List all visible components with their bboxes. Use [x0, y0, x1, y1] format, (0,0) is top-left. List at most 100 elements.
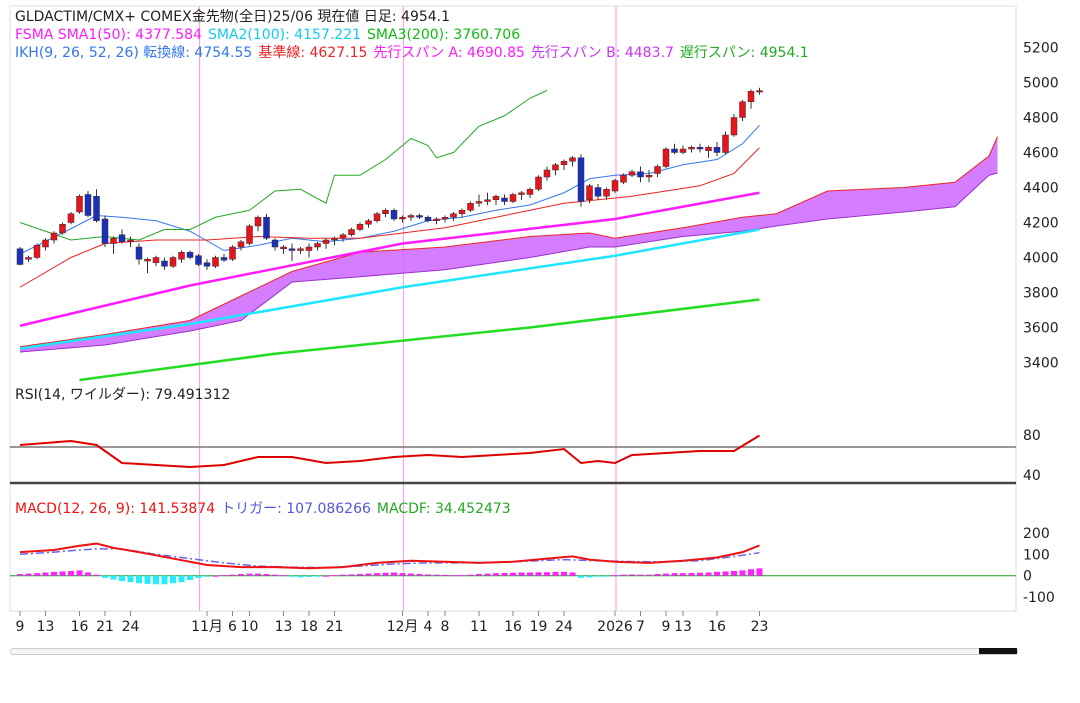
spanB-legend: 先行スパン B: 4483.7 — [531, 45, 674, 61]
scrollbar-thumb[interactable] — [979, 648, 1017, 654]
macdf-bar — [714, 571, 720, 576]
date-axis: 9 13 16 21 24 11月 6 10 13 18 21 12月 4 8 11 16 19 24 2026 7 9… — [16, 611, 769, 635]
macdf-bar — [391, 572, 397, 576]
candle-up — [688, 147, 695, 150]
candle-up — [475, 201, 483, 204]
candle-down — [93, 196, 100, 221]
candle-down — [195, 255, 202, 265]
price-tick-label: 3400 — [1023, 356, 1059, 372]
rsi-line — [19, 434, 761, 469]
candle-up — [399, 217, 406, 220]
date-label: 16 — [504, 619, 522, 635]
candle-down — [263, 217, 270, 239]
macdf-bar — [255, 573, 261, 576]
date-label: 2026 — [597, 619, 633, 635]
macdf-bar — [297, 575, 304, 578]
macdf-bar — [289, 575, 295, 577]
macdf-bar — [323, 575, 329, 577]
macdf-bar — [722, 571, 729, 576]
date-label: 24 — [122, 619, 140, 635]
macdf-bar — [612, 575, 618, 577]
candle-down — [424, 217, 432, 221]
macdf-bar — [535, 572, 542, 576]
candle-up — [552, 164, 559, 171]
date-label: 10 — [241, 619, 259, 635]
candle-up — [237, 241, 245, 248]
kijun-legend: 基準線: 4627.15 — [258, 44, 367, 61]
macdf-bar — [518, 572, 525, 576]
rsi-tick-label: 80 — [1023, 428, 1041, 444]
macdf-bar — [467, 574, 474, 576]
candle-up — [543, 169, 551, 178]
macdf-bar — [552, 571, 559, 576]
candle-up — [76, 196, 83, 213]
candle-up — [229, 246, 236, 260]
candle-down — [696, 147, 704, 150]
macd-legend: MACD(12, 26, 9): 141.53874 トリガー: 107.0862… — [15, 501, 511, 517]
candle-down — [501, 197, 508, 202]
macdf-bar — [238, 574, 244, 576]
candle-up — [705, 147, 712, 151]
candle-up — [50, 232, 58, 241]
date-label: 21 — [326, 619, 344, 635]
date-label: 13 — [275, 619, 293, 635]
macdf-bar — [408, 573, 414, 576]
candle-up — [356, 224, 364, 230]
candle-down — [577, 157, 585, 202]
macdf-bar — [671, 573, 678, 576]
macdf-bar — [705, 572, 712, 576]
macdf-bar — [731, 571, 737, 576]
macdf-bar — [510, 572, 516, 576]
date-label: 23 — [751, 619, 769, 635]
candle-up — [42, 239, 49, 248]
sma1-legend: SMA1(50): 4377.584 — [58, 27, 202, 43]
macdf-bar — [119, 575, 125, 582]
macd-axis: -100 0 100 200 — [1023, 526, 1055, 606]
price-axis: 3400 3600 3800 4000 4200 4400 4600 4800 5000 5200 — [1023, 41, 1059, 372]
macdf-bar — [153, 575, 159, 585]
macd-panel — [10, 542, 1016, 585]
candle-down — [135, 246, 143, 260]
candle-down — [671, 148, 678, 153]
candle-up — [280, 246, 287, 249]
macdf-bar — [42, 572, 49, 576]
macdf-bar — [654, 574, 661, 576]
candle-up — [297, 248, 304, 251]
date-label: 8 — [441, 619, 450, 635]
macdf-bar — [59, 571, 66, 576]
horizontal-scrollbar[interactable] — [10, 648, 1018, 655]
candle-down — [390, 210, 398, 220]
candle-up — [322, 239, 330, 244]
sma1-line — [19, 191, 760, 327]
date-label: 21 — [96, 619, 114, 635]
macdf-bar — [110, 575, 117, 580]
price-tick-label: 5000 — [1023, 76, 1059, 92]
date-label: 6 — [228, 619, 237, 635]
ichimoku-cloud — [19, 136, 998, 353]
date-label: 19 — [530, 619, 548, 635]
macd-value-legend: MACD(12, 26, 9): 141.53874 — [15, 501, 215, 517]
candle-up — [620, 175, 627, 183]
candle-up — [127, 239, 134, 242]
macdf-bar — [34, 573, 40, 576]
candle-up — [654, 166, 661, 174]
macdf-bar — [144, 575, 151, 584]
macdf-bar — [586, 575, 593, 578]
candle-down — [16, 248, 24, 265]
kijun-line — [19, 147, 760, 288]
sma2-line — [19, 228, 760, 350]
candle-up — [628, 171, 636, 176]
month-dividers — [198, 6, 617, 611]
macdf-bar — [314, 575, 321, 577]
macdf-bar — [382, 572, 389, 576]
macdf-bar — [221, 575, 227, 577]
candle-up — [458, 210, 466, 214]
sma3-line — [79, 298, 760, 382]
candle-down — [84, 194, 92, 216]
macdf-bar — [646, 574, 652, 576]
candle-down — [203, 262, 211, 267]
macdf-bar — [748, 569, 754, 576]
span-a-line — [19, 136, 998, 348]
sma-legend: FSMA SMA1(50): 4377.584 SMA2(100): 4157.2… — [15, 27, 520, 43]
rsi-legend: RSI(14, ワイルダー): 79.491312 — [15, 387, 230, 403]
